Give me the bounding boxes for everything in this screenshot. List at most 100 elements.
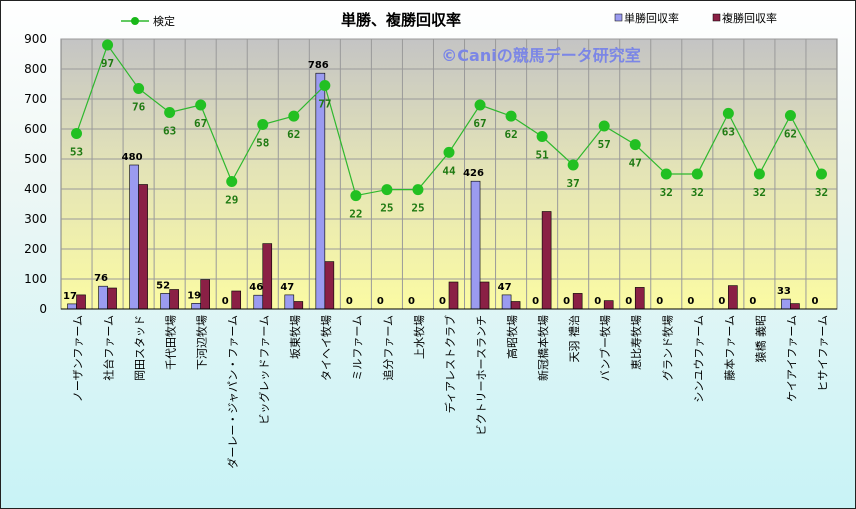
watermark: ©Caniの競馬データ研究室 <box>441 46 640 65</box>
line-marker <box>381 184 393 196</box>
bar-fukusho <box>603 300 614 310</box>
line-value-label: 63 <box>722 125 735 138</box>
y-tick-label: 0 <box>39 302 47 316</box>
line-value-label: 32 <box>660 186 673 199</box>
line-value-label: 32 <box>753 186 766 199</box>
bar-tansho-label: 0 <box>594 296 601 307</box>
bar-tansho-label: 0 <box>346 296 353 307</box>
bar-fukusho <box>634 287 645 310</box>
bar-tansho <box>470 180 481 310</box>
x-category-label: 社台ファーム <box>102 315 116 381</box>
line-value-label: 62 <box>784 128 797 141</box>
x-category-label: 天羽 禮治 <box>567 315 581 363</box>
bar-fukusho <box>169 289 179 310</box>
bar-tansho <box>67 303 77 310</box>
bar-fukusho <box>138 184 148 310</box>
line-value-label: 22 <box>349 208 362 221</box>
line-marker <box>133 83 145 94</box>
legend-line-label: 検定 <box>153 14 175 28</box>
bar-tansho-label: 0 <box>563 296 570 307</box>
x-category-label: 新冠橋本牧場 <box>536 315 550 381</box>
bars <box>67 72 800 310</box>
y-tick-label: 800 <box>24 62 47 76</box>
grid-lines <box>61 38 837 309</box>
bar-tansho-label: 0 <box>532 296 539 307</box>
bar-tansho-label: 46 <box>249 282 263 293</box>
x-category-label: 猿橋 義昭 <box>753 315 767 363</box>
x-category-label: ヒサイファーム <box>816 315 829 392</box>
x-category-label: ケイアイファーム <box>785 315 798 402</box>
bar-tansho-label: 76 <box>94 273 108 284</box>
bar-fukusho <box>510 301 521 310</box>
x-category-label: 上水牧場 <box>412 315 426 359</box>
line-marker <box>257 119 269 130</box>
x-category-label: 下河辺牧場 <box>195 315 209 370</box>
bar-tansho-label: 19 <box>187 290 201 301</box>
line-marker <box>722 107 734 119</box>
bar-tansho-label: 426 <box>463 168 484 179</box>
chart-title: 単勝、複勝回収率 <box>341 11 461 29</box>
line-value-label: 47 <box>629 157 642 170</box>
bar-fukusho <box>479 281 490 310</box>
bar-fukusho <box>293 301 304 310</box>
bar-tansho-label: 0 <box>377 296 384 307</box>
bar-fukusho <box>790 303 800 310</box>
y-tick-label: 200 <box>24 242 47 256</box>
bar-tansho-label: 33 <box>777 286 791 297</box>
y-tick-label: 700 <box>24 92 47 106</box>
legend-bar1-label: 単勝回収率 <box>624 11 679 25</box>
line-value-label: 51 <box>535 149 549 162</box>
x-category-label: ミルファーム <box>351 315 364 381</box>
x-category-label: 岡田スタッド <box>134 315 147 381</box>
line-marker <box>319 80 331 91</box>
bar-tansho <box>160 293 170 310</box>
bar-tansho-label: 0 <box>687 296 694 307</box>
line-value-label: 67 <box>194 117 207 130</box>
bar-fukusho <box>231 290 242 310</box>
x-category-label: グランド牧場 <box>660 315 674 381</box>
y-tick-label: 900 <box>24 32 47 46</box>
legend-bar2-swatch <box>712 13 721 22</box>
bar-tansho <box>284 294 295 310</box>
data-labels: 17 76 480 52 19 0 46 47 786 0 0 0 0 426 47 0 0 0 0 0 0 0 0 33 0 5… <box>63 57 828 307</box>
bar-tansho-label: 0 <box>811 296 818 307</box>
bar-fukusho <box>448 281 459 310</box>
line-marker <box>598 120 610 132</box>
line-marker <box>71 128 83 139</box>
line-value-label: 37 <box>567 177 580 190</box>
bar-fukusho <box>200 279 210 310</box>
x-category-label: 高昭牧場 <box>505 315 519 359</box>
line-value-label: 53 <box>70 146 83 159</box>
y-tick-label: 500 <box>24 152 47 166</box>
legend-bar1-swatch <box>614 13 623 22</box>
y-tick-label: 400 <box>24 182 47 196</box>
bar-tansho-label: 480 <box>122 152 143 163</box>
x-category-label: 恵比寿牧場 <box>629 315 643 370</box>
bar-tansho-label: 17 <box>63 291 77 302</box>
bar-tansho-label: 47 <box>280 282 294 293</box>
y-tick-label: 100 <box>24 272 47 286</box>
x-category-label: 藤本ファーム <box>722 315 736 381</box>
line-marker <box>195 99 207 111</box>
bar-tansho-label: 0 <box>656 296 663 307</box>
line-marker <box>691 168 703 180</box>
y-tick-label: 300 <box>24 212 47 226</box>
bar-tansho <box>129 164 139 310</box>
legend: 検定 単勝回収率 複勝回収率 <box>121 11 777 28</box>
x-category-label: 追分ファーム <box>381 315 395 381</box>
line-marker <box>350 190 362 202</box>
line-value-label: 62 <box>287 128 300 141</box>
bar-tansho-label: 0 <box>222 296 229 307</box>
line-marker <box>226 176 238 187</box>
x-category-label: 千代田牧場 <box>164 315 178 370</box>
y-tick-label: 600 <box>24 122 47 136</box>
line-series <box>71 39 827 202</box>
line-value-label: 76 <box>132 101 146 114</box>
line-marker <box>753 168 765 180</box>
line-marker <box>412 184 424 196</box>
bar-tansho-label: 0 <box>718 296 725 307</box>
line-marker <box>629 139 641 151</box>
line-marker <box>784 110 796 121</box>
bar-fukusho <box>107 287 117 310</box>
